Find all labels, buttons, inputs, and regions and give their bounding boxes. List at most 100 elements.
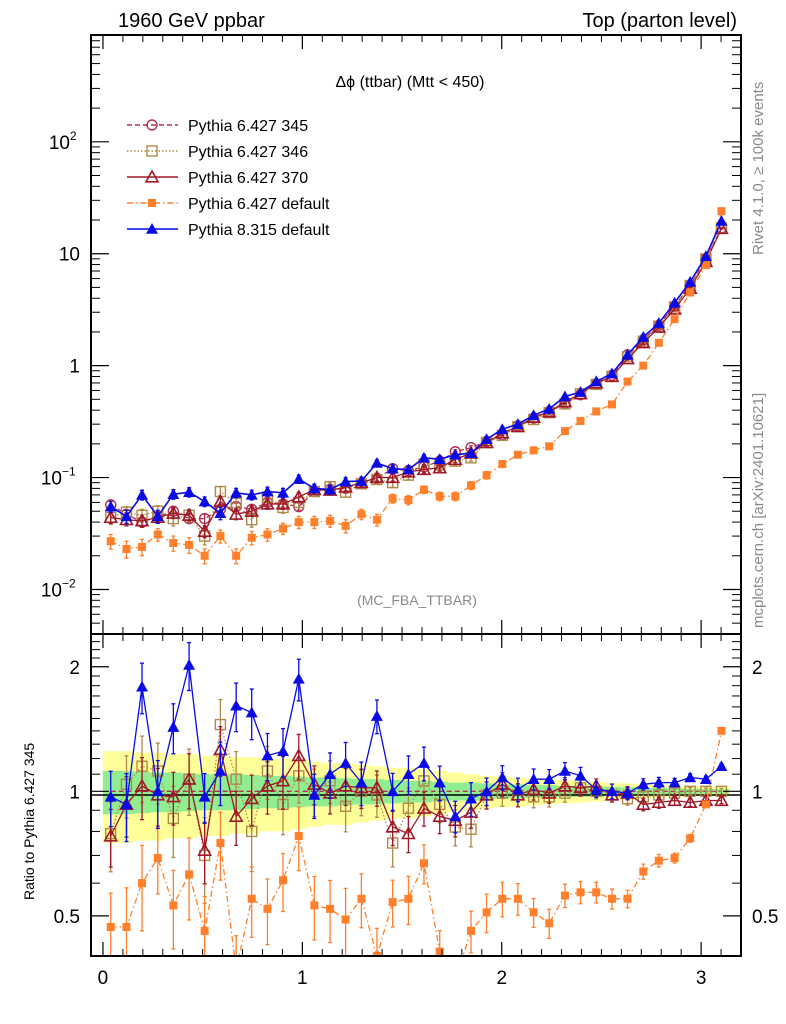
ratio-line xyxy=(110,724,722,856)
data-point xyxy=(292,473,305,484)
plot-title: Δϕ (ttbar) (Mtt < 450) xyxy=(335,74,484,91)
y-tick-label: 10 xyxy=(59,245,80,266)
data-point xyxy=(701,261,710,270)
ratio-point xyxy=(543,773,556,784)
data-point xyxy=(639,361,648,370)
data-point xyxy=(451,492,460,501)
data-point xyxy=(120,510,133,522)
data-point xyxy=(417,451,430,463)
ratio-point xyxy=(134,778,150,792)
ratio-frame xyxy=(90,633,742,957)
legend-marker xyxy=(148,199,156,207)
data-point xyxy=(134,513,150,527)
legend-marker xyxy=(146,119,158,131)
data-point xyxy=(153,530,162,539)
ratio-point xyxy=(433,776,446,788)
data-point xyxy=(605,367,618,379)
x-tick-label: 3 xyxy=(696,968,707,989)
ratio-point xyxy=(684,771,697,783)
legend-label: Pythia 6.427 default xyxy=(188,196,330,213)
data-point xyxy=(402,463,415,475)
data-point xyxy=(511,418,524,429)
data-point xyxy=(529,446,538,455)
ratio-point xyxy=(341,915,350,924)
ratio-point xyxy=(401,826,416,840)
ratio-point xyxy=(279,876,288,885)
legend-item: Pythia 6.427 default xyxy=(127,196,330,213)
ratio-point xyxy=(576,888,585,897)
data-point xyxy=(245,488,258,500)
data-point xyxy=(275,496,291,510)
ratio-point xyxy=(404,894,413,903)
data-point xyxy=(324,483,337,495)
y-tick-label-right: 1 xyxy=(752,782,763,803)
ratio-point xyxy=(291,747,307,762)
ratio-point xyxy=(463,804,479,818)
ratio-line xyxy=(110,730,723,956)
ratio-point xyxy=(244,791,260,805)
x-tick-label: 1 xyxy=(297,968,308,989)
ratio-point xyxy=(668,776,681,788)
series-line xyxy=(110,228,723,533)
data-point xyxy=(232,551,241,560)
ratio-point xyxy=(717,726,726,735)
ratio-point xyxy=(402,768,415,780)
y-tick-label: 10 xyxy=(41,469,62,490)
data-point xyxy=(338,479,353,493)
data-point xyxy=(372,515,381,524)
data-point xyxy=(576,417,585,426)
ratio-point xyxy=(416,800,432,814)
y-tick-label-right: 2 xyxy=(752,658,763,679)
data-point xyxy=(496,423,509,435)
ratio-point xyxy=(263,904,272,913)
ratio-point xyxy=(388,898,397,907)
ratio-point xyxy=(498,894,507,903)
data-point xyxy=(480,433,493,445)
data-point xyxy=(213,493,228,508)
ratio-bands xyxy=(102,751,730,844)
data-point xyxy=(686,288,695,297)
y-tick-exponent: −1 xyxy=(62,465,76,479)
header-right: Top (parton level) xyxy=(582,10,737,32)
ratio-point xyxy=(417,757,430,768)
ratio-point xyxy=(370,710,383,721)
ratio-point xyxy=(372,952,381,956)
ratio-point xyxy=(198,790,211,802)
data-point xyxy=(279,524,288,533)
data-point xyxy=(574,386,587,397)
ratio-point xyxy=(715,760,728,772)
data-point xyxy=(185,540,194,549)
data-point xyxy=(355,475,368,486)
ratio-point xyxy=(326,904,335,913)
data-point xyxy=(590,375,603,387)
data-point xyxy=(419,485,428,494)
ratio-point xyxy=(635,796,651,810)
ratio-point xyxy=(496,771,509,783)
ratio-point xyxy=(324,768,337,780)
data-point xyxy=(104,500,117,512)
ratio-point xyxy=(247,894,256,903)
y-tick-label: 10 xyxy=(49,133,70,154)
ratio-point xyxy=(197,842,213,856)
legend-marker xyxy=(146,223,158,234)
uncertainty-band-green xyxy=(102,770,730,815)
ratio-point xyxy=(151,785,164,797)
ratio-point xyxy=(621,787,634,798)
ratio-point xyxy=(700,785,712,798)
ratio-point xyxy=(294,831,303,840)
analysis-annotation: (MC_FBA_TTBAR) xyxy=(357,592,477,608)
ratio-point xyxy=(513,894,522,903)
y-tick-label-left: 2 xyxy=(69,658,80,679)
ratio-point xyxy=(232,966,240,974)
data-point xyxy=(277,486,290,498)
data-point xyxy=(652,317,665,328)
legend-marker xyxy=(146,145,158,157)
ratio-point xyxy=(667,792,682,807)
x-tick-label: 2 xyxy=(496,968,507,989)
legend-item: Pythia 8.315 default xyxy=(127,222,330,239)
ratio-point xyxy=(308,788,321,800)
series-line xyxy=(110,211,723,557)
ratio-point xyxy=(275,773,291,787)
data-point xyxy=(247,533,256,542)
